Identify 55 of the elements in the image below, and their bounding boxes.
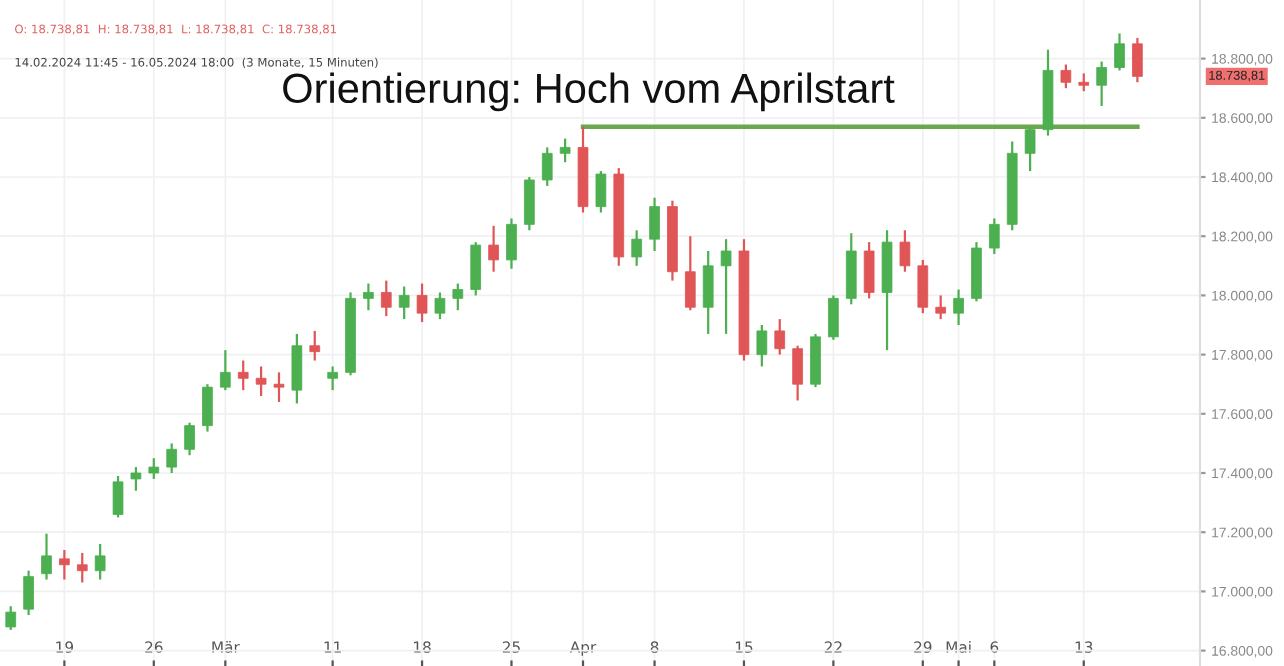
candlestick	[380, 279, 392, 318]
candlestick	[273, 371, 285, 404]
candlestick	[649, 196, 660, 253]
candlestick	[935, 294, 947, 321]
candlestick	[1132, 36, 1143, 84]
candlestick	[363, 282, 374, 312]
candlestick	[631, 229, 642, 267]
candlestick	[1096, 60, 1107, 108]
candlestick	[220, 349, 231, 392]
candlestick	[41, 532, 52, 581]
candlestick	[416, 282, 428, 324]
candlestick	[76, 551, 88, 584]
candlestick	[720, 238, 732, 335]
candlestick	[917, 258, 929, 315]
candlestick	[774, 317, 786, 356]
candlestick	[59, 548, 70, 581]
candlestick	[23, 569, 34, 617]
candlestick	[810, 332, 821, 389]
candlestick	[792, 344, 803, 402]
candlestick	[702, 249, 714, 335]
candlestick	[953, 288, 964, 327]
candlestick	[434, 291, 446, 321]
candlestick	[756, 323, 768, 368]
candlestick	[684, 235, 696, 312]
candlestick	[559, 137, 571, 164]
candlestick	[524, 175, 535, 232]
candlestick	[470, 241, 482, 297]
candlestick	[5, 605, 17, 631]
candlestick	[863, 241, 875, 300]
candlestick	[488, 224, 499, 273]
candlestick	[94, 542, 106, 581]
candlestick	[255, 365, 267, 398]
candlestick	[595, 169, 607, 214]
candlestick	[237, 359, 249, 392]
candlestick	[398, 285, 410, 321]
candlestick	[899, 229, 911, 273]
candlestick	[166, 442, 178, 475]
candlestick	[130, 465, 142, 492]
candlestick	[452, 282, 464, 312]
candlestick	[184, 421, 195, 457]
candlestick	[828, 294, 839, 341]
candlestick	[291, 332, 303, 405]
text: Orientierung: Hoch vom Aprilstart	[283, 72, 895, 112]
candlestick	[309, 329, 321, 362]
candlestick	[1114, 32, 1125, 72]
candlestick	[845, 232, 857, 306]
candlestick	[506, 217, 517, 270]
candlestick	[148, 457, 160, 481]
candlestick	[541, 146, 553, 187]
candlestick	[327, 365, 338, 392]
candlestick	[989, 217, 1000, 256]
candlestick	[1060, 63, 1072, 90]
candlestick	[202, 383, 213, 433]
candlestick	[112, 474, 124, 519]
candlestick	[1024, 125, 1036, 173]
